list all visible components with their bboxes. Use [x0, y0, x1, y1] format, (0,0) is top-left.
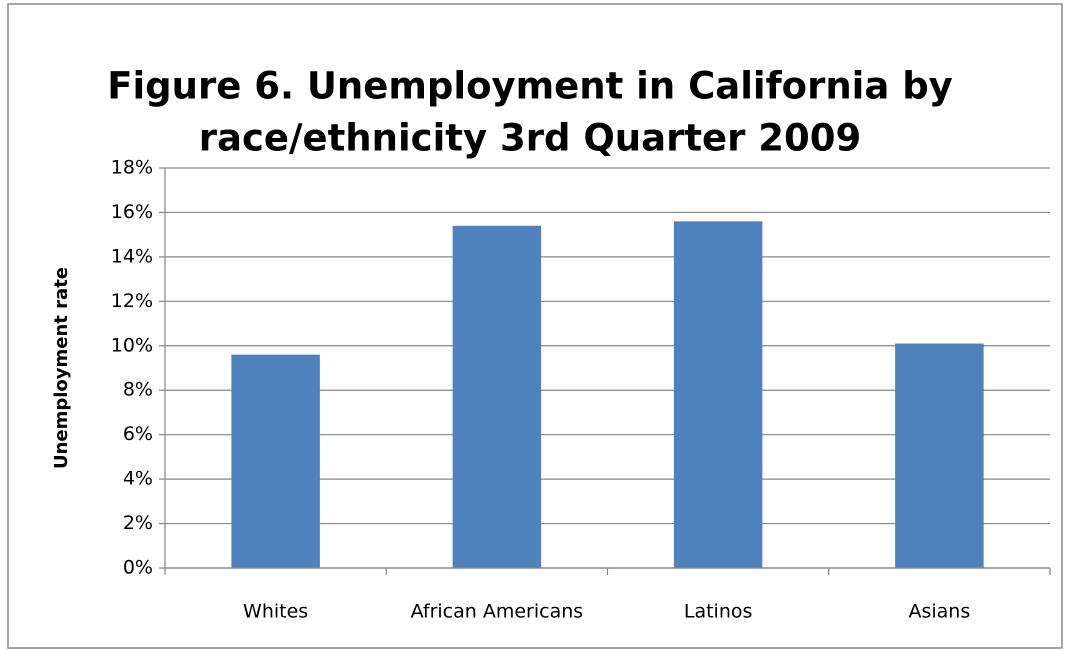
y-tick-label: 6% [123, 423, 153, 445]
x-tick-label: Asians [908, 601, 970, 623]
x-tick-label: Latinos [684, 601, 753, 623]
bar [895, 343, 984, 568]
y-tick-label: 18% [111, 157, 153, 179]
y-tick-label: 8% [123, 379, 153, 401]
chart-title: race/ethnicity 3rd Quarter 2009 [199, 117, 861, 160]
x-tick-label: African Americans [411, 601, 584, 623]
y-tick-label: 10% [111, 334, 153, 356]
chart-title: Figure 6. Unemployment in California by [107, 65, 953, 108]
x-tick-label: Whites [243, 601, 308, 623]
y-tick-label: 16% [111, 201, 153, 223]
y-tick-label: 0% [123, 557, 153, 579]
y-tick-label: 2% [123, 512, 153, 534]
bar [452, 225, 542, 568]
y-axis-title: Unemployment rate [51, 267, 72, 469]
y-tick-label: 12% [111, 290, 153, 312]
y-tick-label: 4% [123, 468, 153, 490]
bar [673, 221, 763, 569]
y-tick-label: 14% [111, 245, 153, 267]
bar [231, 354, 320, 568]
